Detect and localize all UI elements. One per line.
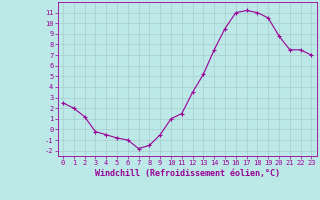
- X-axis label: Windchill (Refroidissement éolien,°C): Windchill (Refroidissement éolien,°C): [95, 169, 280, 178]
